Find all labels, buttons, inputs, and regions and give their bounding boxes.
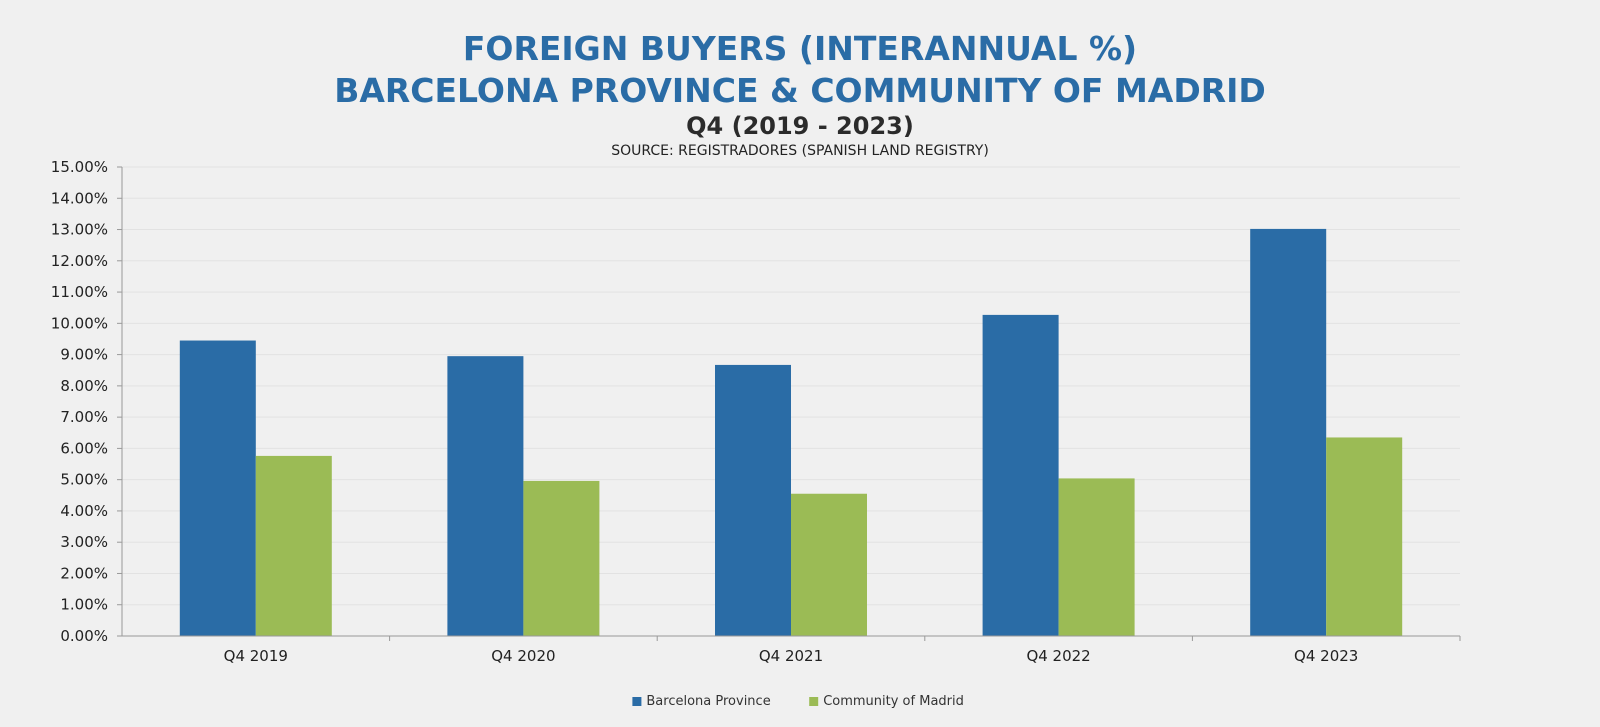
chart-subtitle: Q4 (2019 - 2023) (686, 112, 914, 140)
chart-title-line-1: FOREIGN BUYERS (INTERANNUAL %) (463, 29, 1137, 68)
x-tick-label: Q4 2021 (759, 647, 823, 665)
gridlines (122, 166, 1460, 606)
x-tick-label: Q4 2019 (224, 647, 288, 665)
y-tick-label: 12.00% (51, 252, 108, 270)
bar-community-of-madrid-q4-2023 (1326, 437, 1403, 636)
bar-barcelona-province-q4-2020 (447, 356, 524, 636)
legend: Barcelona Province Community of Madrid (632, 694, 964, 709)
chart-title-line-2: BARCELONA PROVINCE & COMMUNITY OF MADRID (334, 71, 1266, 110)
bar-barcelona-province-q4-2021 (715, 364, 791, 636)
y-tick-label: 15.00% (51, 158, 108, 176)
bar-barcelona-province-q4-2023 (1250, 228, 1327, 636)
legend-label-community-of-madrid: Community of Madrid (823, 694, 964, 709)
y-tick-label: 6.00% (60, 439, 108, 457)
bar-community-of-madrid-q4-2020 (523, 480, 600, 636)
y-tick-label: 8.00% (60, 377, 108, 395)
x-tick-label: Q4 2023 (1294, 647, 1358, 665)
y-tick-label: 2.00% (60, 564, 108, 582)
y-tick-label: 11.00% (51, 283, 108, 301)
bar-barcelona-province-q4-2022 (982, 314, 1059, 636)
bar-community-of-madrid-q4-2022 (1058, 478, 1135, 636)
bar-community-of-madrid-q4-2021 (791, 493, 867, 636)
y-tick-label: 9.00% (60, 346, 108, 364)
y-tick-label: 3.00% (60, 533, 108, 551)
y-tick-label: 14.00% (51, 189, 108, 207)
y-tick-label: 1.00% (60, 596, 108, 614)
chart-source: SOURCE: REGISTRADORES (SPANISH LAND REGI… (611, 143, 989, 159)
y-tick-label: 4.00% (60, 502, 108, 520)
x-tick-label: Q4 2022 (1026, 647, 1090, 665)
y-tick-label: 10.00% (51, 314, 108, 332)
legend-swatch-barcelona-province (632, 697, 642, 706)
legend-swatch-community-of-madrid (809, 697, 819, 706)
bars (179, 228, 1403, 636)
y-tick-label: 5.00% (60, 471, 108, 489)
bar-community-of-madrid-q4-2019 (255, 455, 332, 636)
x-tick-label: Q4 2020 (491, 647, 555, 665)
legend-label-barcelona-province: Barcelona Province (646, 694, 770, 709)
bar-barcelona-province-q4-2019 (179, 340, 256, 636)
y-tick-label: 7.00% (60, 408, 108, 426)
y-tick-label: 0.00% (60, 627, 108, 645)
axes: 0.00% 1.00% 2.00% 3.00% 4.00% 5.00% 6.00% 7.00%… (51, 158, 1461, 665)
y-tick-label: 13.00% (51, 221, 108, 239)
